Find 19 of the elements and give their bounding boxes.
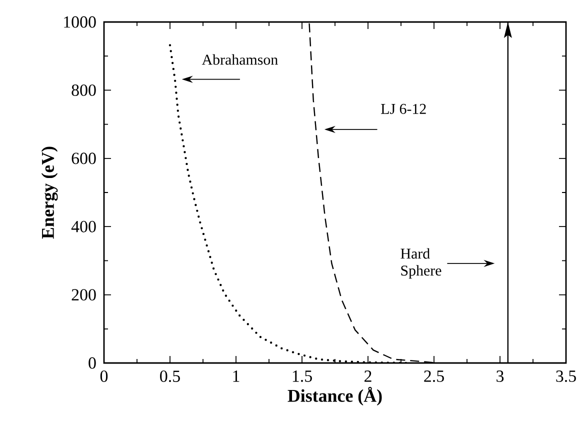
y-tick-label: 800 — [72, 84, 96, 96]
y-axis-title: Energy (eV) — [41, 146, 58, 239]
y-tick-label: 1000 — [64, 16, 96, 28]
x-tick-label: 2.5 — [424, 370, 444, 382]
x-tick-label: 3 — [496, 370, 504, 382]
x-tick-label: 1 — [233, 370, 240, 382]
y-tick-label: 0 — [88, 357, 96, 369]
y-tick-label: 400 — [71, 220, 96, 232]
annotation: LJ 6-12 — [381, 104, 426, 114]
y-tick-label: 600 — [72, 152, 96, 164]
y-tick-label: 200 — [72, 289, 96, 301]
x-tick-label: 0 — [100, 370, 108, 382]
annotation: Hard Sphere — [400, 248, 442, 279]
x-tick-label: 0.5 — [160, 370, 180, 382]
x-tick-label: 3.5 — [556, 370, 576, 382]
x-axis-title: Distance (Å) — [288, 386, 382, 406]
x-tick-label: 2 — [364, 370, 372, 382]
x-tick-label: 1.5 — [292, 370, 312, 382]
annotation: Abrahamson — [202, 54, 278, 65]
